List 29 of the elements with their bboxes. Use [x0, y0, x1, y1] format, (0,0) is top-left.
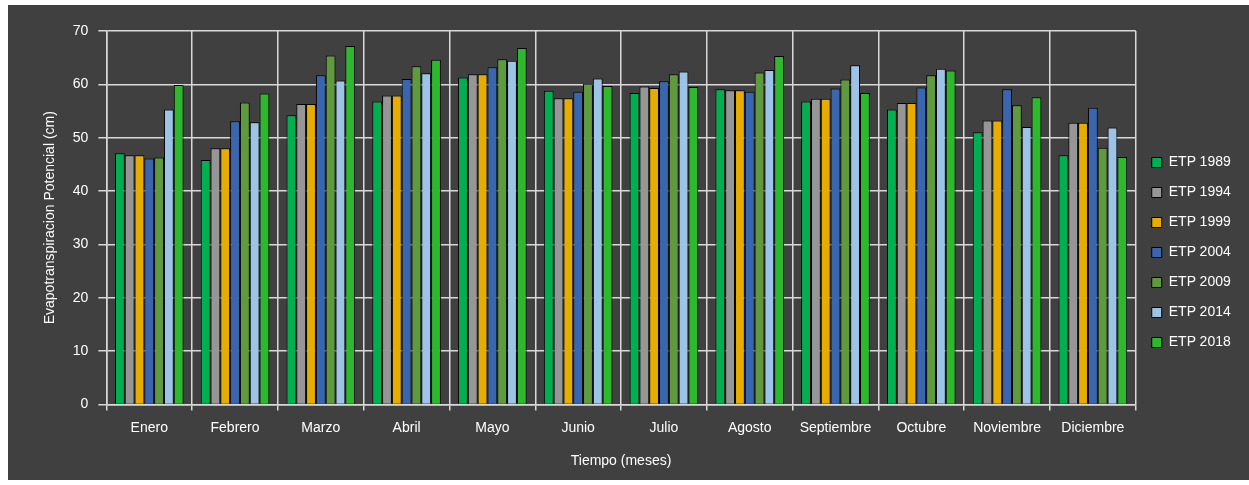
- y-tick-label: 0: [80, 395, 89, 412]
- x-axis-title: Tiempo (meses): [570, 452, 672, 469]
- y-tick-label: 40: [72, 181, 89, 198]
- legend-label: ETP 2009: [1168, 273, 1231, 290]
- x-tick-label: Noviembre: [973, 418, 1042, 435]
- legend-label: ETP 1999: [1168, 213, 1231, 230]
- x-tick-label: Enero: [130, 418, 169, 435]
- y-tick-label: 20: [72, 288, 89, 305]
- legend-label: ETP 2014: [1168, 303, 1231, 320]
- x-tick-label: Mayo: [475, 418, 510, 435]
- x-tick-label: Febrero: [210, 418, 260, 435]
- legend-label: ETP 2004: [1168, 243, 1231, 260]
- y-tick-label: 10: [72, 341, 89, 358]
- x-tick-label: Septiembre: [799, 418, 872, 435]
- legend-label: ETP 1994: [1168, 183, 1231, 200]
- y-tick-label: 30: [72, 235, 89, 252]
- y-tick-label: 50: [72, 128, 89, 145]
- x-tick-label: Octubre: [896, 418, 947, 435]
- x-tick-label: Marzo: [301, 418, 341, 435]
- legend-label: ETP 1989: [1168, 153, 1231, 170]
- x-tick-label: Agosto: [727, 418, 772, 435]
- y-tick-label: 70: [72, 21, 89, 38]
- y-tick-label: 60: [72, 75, 89, 92]
- x-tick-label: Julio: [649, 418, 679, 435]
- x-tick-label: Junio: [561, 418, 596, 435]
- x-tick-label: Abril: [392, 418, 421, 435]
- y-axis-title: Evapotranspiracion Potencial (cm): [41, 111, 58, 325]
- legend-label: ETP 2018: [1168, 333, 1231, 350]
- x-tick-label: Diciembre: [1061, 418, 1125, 435]
